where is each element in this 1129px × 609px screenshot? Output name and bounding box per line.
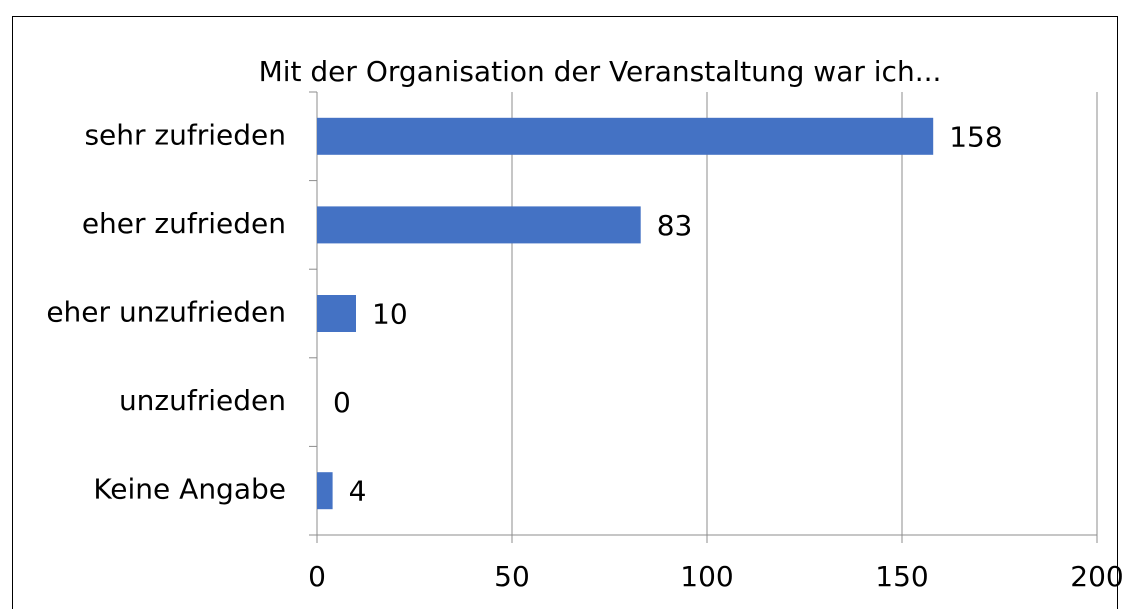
data-label: 158 <box>949 120 1002 153</box>
frame <box>12 16 1118 609</box>
data-label: 83 <box>657 209 693 242</box>
x-tick-label: 0 <box>308 560 326 593</box>
data-label: 10 <box>372 298 408 331</box>
y-tick-label: unzufrieden <box>119 384 286 417</box>
x-tick-label: 50 <box>494 560 530 593</box>
bar <box>317 295 356 332</box>
x-tick-label: 100 <box>680 560 733 593</box>
y-tick-label: Keine Angabe <box>93 473 286 506</box>
y-tick-label: eher unzufrieden <box>46 296 286 329</box>
bar <box>317 206 641 244</box>
bar <box>317 117 934 155</box>
x-tick-label: 150 <box>875 560 928 593</box>
y-tick-label: sehr zufrieden <box>84 118 286 151</box>
data-label: 0 <box>333 386 351 419</box>
bar <box>317 472 333 510</box>
chart-title: Mit der Organisation der Veranstaltung w… <box>259 55 942 88</box>
y-tick-label: eher zufrieden <box>82 207 286 240</box>
data-label: 4 <box>349 475 367 508</box>
x-tick-label: 200 <box>1070 560 1123 593</box>
